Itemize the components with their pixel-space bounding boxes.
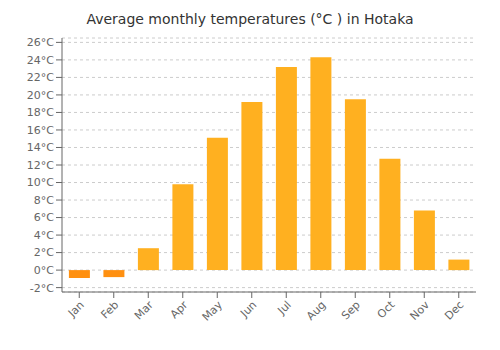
- svg-text:Apr: Apr: [168, 298, 191, 321]
- svg-text:20°C: 20°C: [27, 89, 54, 102]
- svg-text:-2°C: -2°C: [30, 282, 54, 295]
- svg-text:2°C: 2°C: [34, 246, 54, 259]
- svg-text:Feb: Feb: [98, 298, 121, 321]
- svg-text:Oct: Oct: [375, 298, 398, 321]
- svg-text:8°C: 8°C: [34, 194, 54, 207]
- svg-text:0°C: 0°C: [34, 264, 54, 277]
- svg-text:10°C: 10°C: [27, 176, 54, 189]
- svg-text:Jul: Jul: [275, 298, 294, 317]
- svg-text:24°C: 24°C: [27, 54, 54, 67]
- svg-text:4°C: 4°C: [34, 229, 54, 242]
- svg-text:12°C: 12°C: [27, 159, 54, 172]
- svg-text:Jun: Jun: [237, 298, 259, 320]
- svg-text:22°C: 22°C: [27, 71, 54, 84]
- html-text:Average monthly temperatures (: Average monthly temperatures (°C ) in Ho…: [86, 11, 414, 27]
- svg-text:Mar: Mar: [132, 298, 156, 322]
- svg-text:18°C: 18°C: [27, 106, 54, 119]
- svg-text:6°C: 6°C: [34, 211, 54, 224]
- svg-text:26°C: 26°C: [27, 36, 54, 49]
- svg-text:Dec: Dec: [442, 298, 466, 322]
- svg-text:Jan: Jan: [65, 298, 87, 320]
- svg-text:Sep: Sep: [339, 298, 363, 322]
- svg-text:May: May: [200, 298, 226, 324]
- svg-text:Nov: Nov: [408, 298, 433, 323]
- svg-text:Aug: Aug: [304, 298, 328, 322]
- svg-text:16°C: 16°C: [27, 124, 54, 137]
- svg-text:14°C: 14°C: [27, 141, 54, 154]
